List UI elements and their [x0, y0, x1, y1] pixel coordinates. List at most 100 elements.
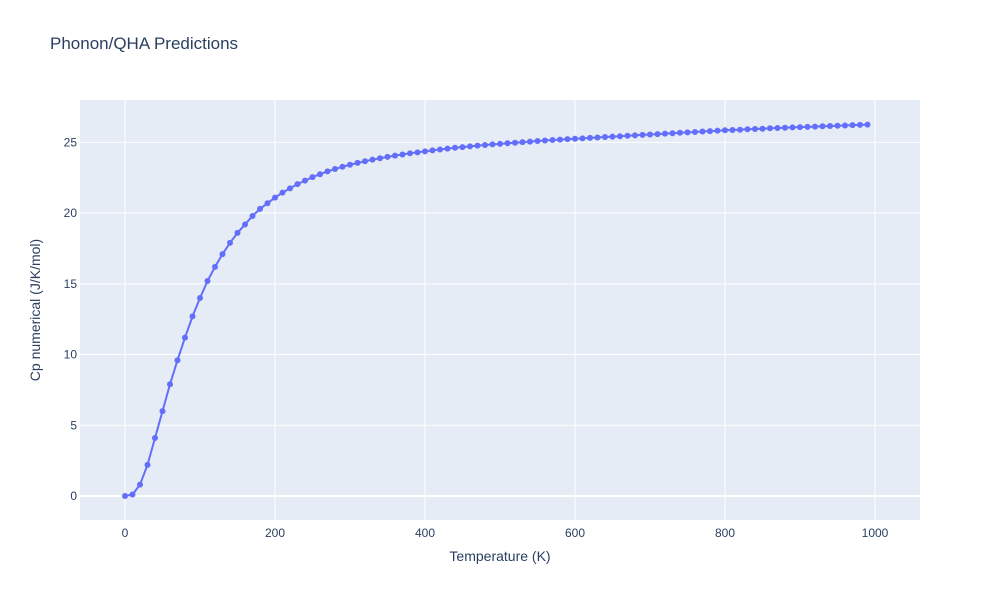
data-point: [512, 139, 518, 146]
x-tick-label: 0: [122, 526, 129, 540]
data-point: [639, 131, 646, 138]
data-point: [197, 294, 203, 301]
x-tick-label: 400: [415, 526, 435, 540]
data-point: [759, 125, 766, 132]
data-point: [287, 185, 293, 192]
data-point: [504, 140, 511, 147]
data-point: [804, 123, 811, 130]
data-point: [242, 221, 248, 228]
data-point: [534, 138, 541, 145]
data-point: [362, 158, 368, 165]
tick-labels: 0 200 400 600 800 1000 0 5 10 15 20 25: [64, 135, 889, 540]
data-point: [377, 155, 383, 162]
data-point: [662, 130, 668, 137]
data-point: [842, 122, 848, 129]
data-point: [452, 144, 458, 151]
data-point: [647, 131, 653, 138]
data-point: [167, 381, 173, 388]
y-axis-title: Cp numerical (J/K/mol): [27, 239, 43, 381]
data-point: [324, 168, 331, 175]
data-point: [737, 126, 743, 133]
data-point: [459, 144, 466, 151]
data-point: [594, 134, 601, 141]
data-point: [122, 492, 128, 499]
y-tick-label: 0: [70, 489, 77, 503]
data-point: [557, 136, 563, 143]
data-point: [812, 123, 818, 130]
data-point: [234, 229, 241, 236]
data-point: [444, 145, 451, 152]
data-point: [407, 150, 413, 157]
data-point: [144, 461, 151, 468]
data-point: [714, 127, 721, 134]
data-point: [219, 251, 226, 258]
x-tick-label: 600: [565, 526, 585, 540]
data-point: [587, 134, 593, 141]
y-tick-label: 20: [64, 206, 78, 220]
data-point: [227, 239, 233, 246]
data-point: [332, 166, 338, 173]
data-point: [834, 122, 841, 129]
data-point: [152, 434, 158, 441]
data-point: [422, 148, 428, 155]
data-point: [549, 137, 556, 144]
data-point: [572, 135, 578, 142]
data-point: [497, 140, 503, 147]
data-point: [602, 134, 608, 141]
grid-lines: [80, 100, 920, 520]
data-point: [257, 205, 263, 212]
data-point: [729, 126, 736, 133]
data-point: [204, 278, 211, 285]
data-point: [392, 152, 398, 159]
data-point: [827, 123, 833, 130]
x-axis-title: Temperature (K): [449, 548, 550, 564]
data-point: [467, 143, 473, 150]
data-point: [684, 129, 691, 136]
y-tick-label: 25: [64, 135, 78, 149]
data-point: [564, 136, 571, 143]
data-point: [129, 491, 136, 498]
data-point: [782, 124, 788, 131]
data-point: [542, 137, 548, 144]
data-point: [707, 128, 713, 135]
data-point: [482, 141, 488, 148]
y-tick-label: 5: [70, 418, 77, 432]
series-layer: [122, 121, 871, 499]
data-point: [857, 121, 863, 128]
chart-title: Phonon/QHA Predictions: [50, 34, 239, 53]
x-tick-label: 200: [265, 526, 285, 540]
data-point: [489, 141, 496, 148]
data-point: [699, 128, 706, 135]
data-point: [309, 174, 316, 181]
data-point: [399, 151, 406, 158]
data-point: [774, 125, 781, 131]
data-point: [609, 133, 616, 140]
data-point: [317, 171, 323, 178]
data-point: [272, 194, 278, 201]
data-point: [849, 122, 856, 129]
data-point: [264, 200, 271, 207]
data-point: [159, 408, 166, 415]
data-point: [722, 127, 728, 134]
data-point: [174, 357, 181, 364]
data-point: [797, 124, 803, 131]
data-point: [767, 125, 773, 132]
data-point: [519, 139, 526, 146]
y-tick-label: 15: [64, 277, 78, 291]
data-point: [294, 181, 301, 188]
data-point: [692, 128, 698, 135]
data-point: [369, 156, 376, 163]
data-point: [189, 313, 196, 320]
data-point: [624, 132, 631, 139]
data-point: [677, 129, 683, 136]
data-point: [302, 177, 308, 184]
data-point: [437, 146, 443, 153]
data-point: [474, 142, 481, 149]
x-tick-label: 800: [715, 526, 735, 540]
plot-area: [80, 100, 920, 520]
data-point: [212, 263, 218, 270]
data-point: [864, 121, 871, 128]
series-line: [124, 123, 868, 497]
data-point: [819, 123, 826, 130]
